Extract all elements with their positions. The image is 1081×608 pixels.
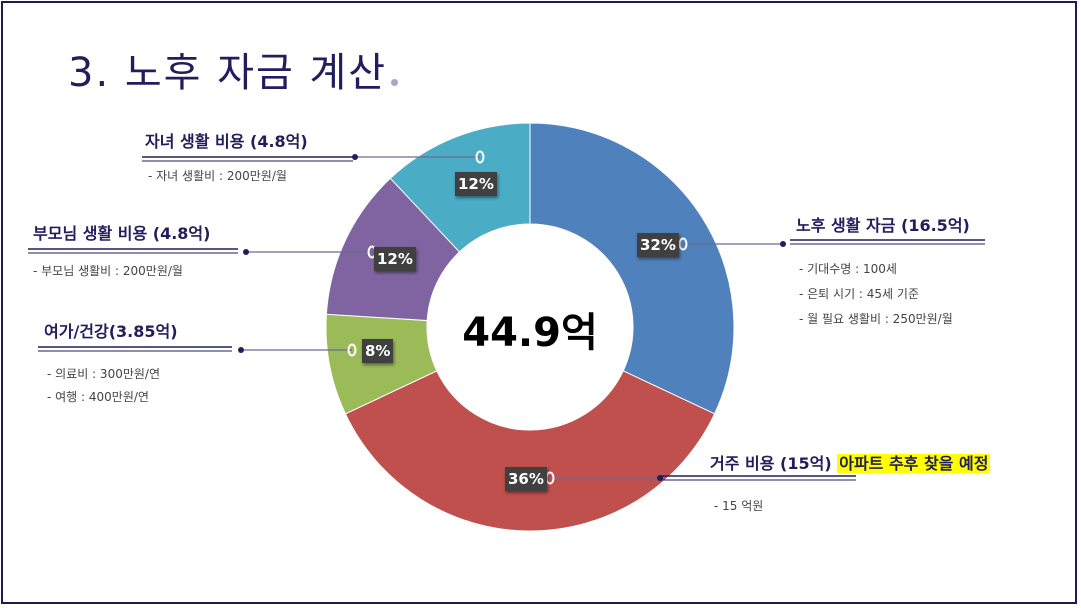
marker-ring-children — [475, 150, 485, 164]
callout-detail-retirement-2: - 은퇴 시기 : 45세 기준 — [799, 287, 919, 301]
center-total: 44.9억 — [462, 310, 598, 356]
callout-title-children: 자녀 생활 비용 (4.8억) — [145, 132, 308, 151]
slide-title: 3. 노후 자금 계산 — [68, 40, 399, 98]
callout-title-housing: 거주 비용 (15억) 아파트 추후 찾을 예정 — [710, 450, 991, 474]
leader-dot-retirement — [780, 241, 786, 247]
callout-title-parents: 부모님 생활 비용 (4.8억) — [33, 224, 211, 243]
callout-highlight-housing: 아파트 추후 찾을 예정 — [837, 454, 991, 473]
callout-detail-leisure-2: - 여행 : 400만원/연 — [47, 390, 149, 404]
leader-dot-parents — [243, 249, 249, 255]
marker-ring-retirement — [678, 237, 688, 251]
pct-label-leisure: 8% — [362, 339, 394, 363]
callout-detail-children-1: - 자녀 생활비 : 200만원/월 — [148, 169, 287, 183]
callout-title-retirement: 노후 생활 자금 (16.5억) — [796, 216, 970, 235]
donut-slices — [325, 122, 735, 532]
slide-title-text: 3. 노후 자금 계산 — [68, 50, 388, 96]
pct-label-children: 12% — [455, 172, 497, 196]
leader-dot-children — [352, 154, 358, 160]
pct-label-parents: 12% — [374, 247, 416, 271]
callout-detail-parents-1: - 부모님 생활비 : 200만원/월 — [33, 264, 183, 278]
callout-title-leisure: 여가/건강(3.85억) — [44, 322, 178, 341]
leader-lines — [28, 154, 985, 481]
pct-label-housing: 36% — [505, 467, 547, 491]
callout-detail-retirement-1: - 기대수명 : 100세 — [799, 262, 897, 276]
marker-ring-leisure — [347, 343, 357, 357]
donut-slice-retirement — [529, 122, 735, 415]
callout-detail-leisure-1: - 의료비 : 300만원/연 — [47, 367, 161, 381]
pct-label-retirement: 32% — [637, 233, 679, 257]
callout-title-housing-text: 거주 비용 (15억) — [710, 454, 832, 473]
donut-slice-housing — [344, 370, 716, 532]
callout-detail-housing-1: - 15 억원 — [714, 499, 764, 513]
callout-detail-retirement-3: - 월 필요 생활비 : 250만원/월 — [799, 312, 953, 326]
leader-dot-leisure — [238, 347, 244, 353]
title-dot — [391, 79, 399, 86]
